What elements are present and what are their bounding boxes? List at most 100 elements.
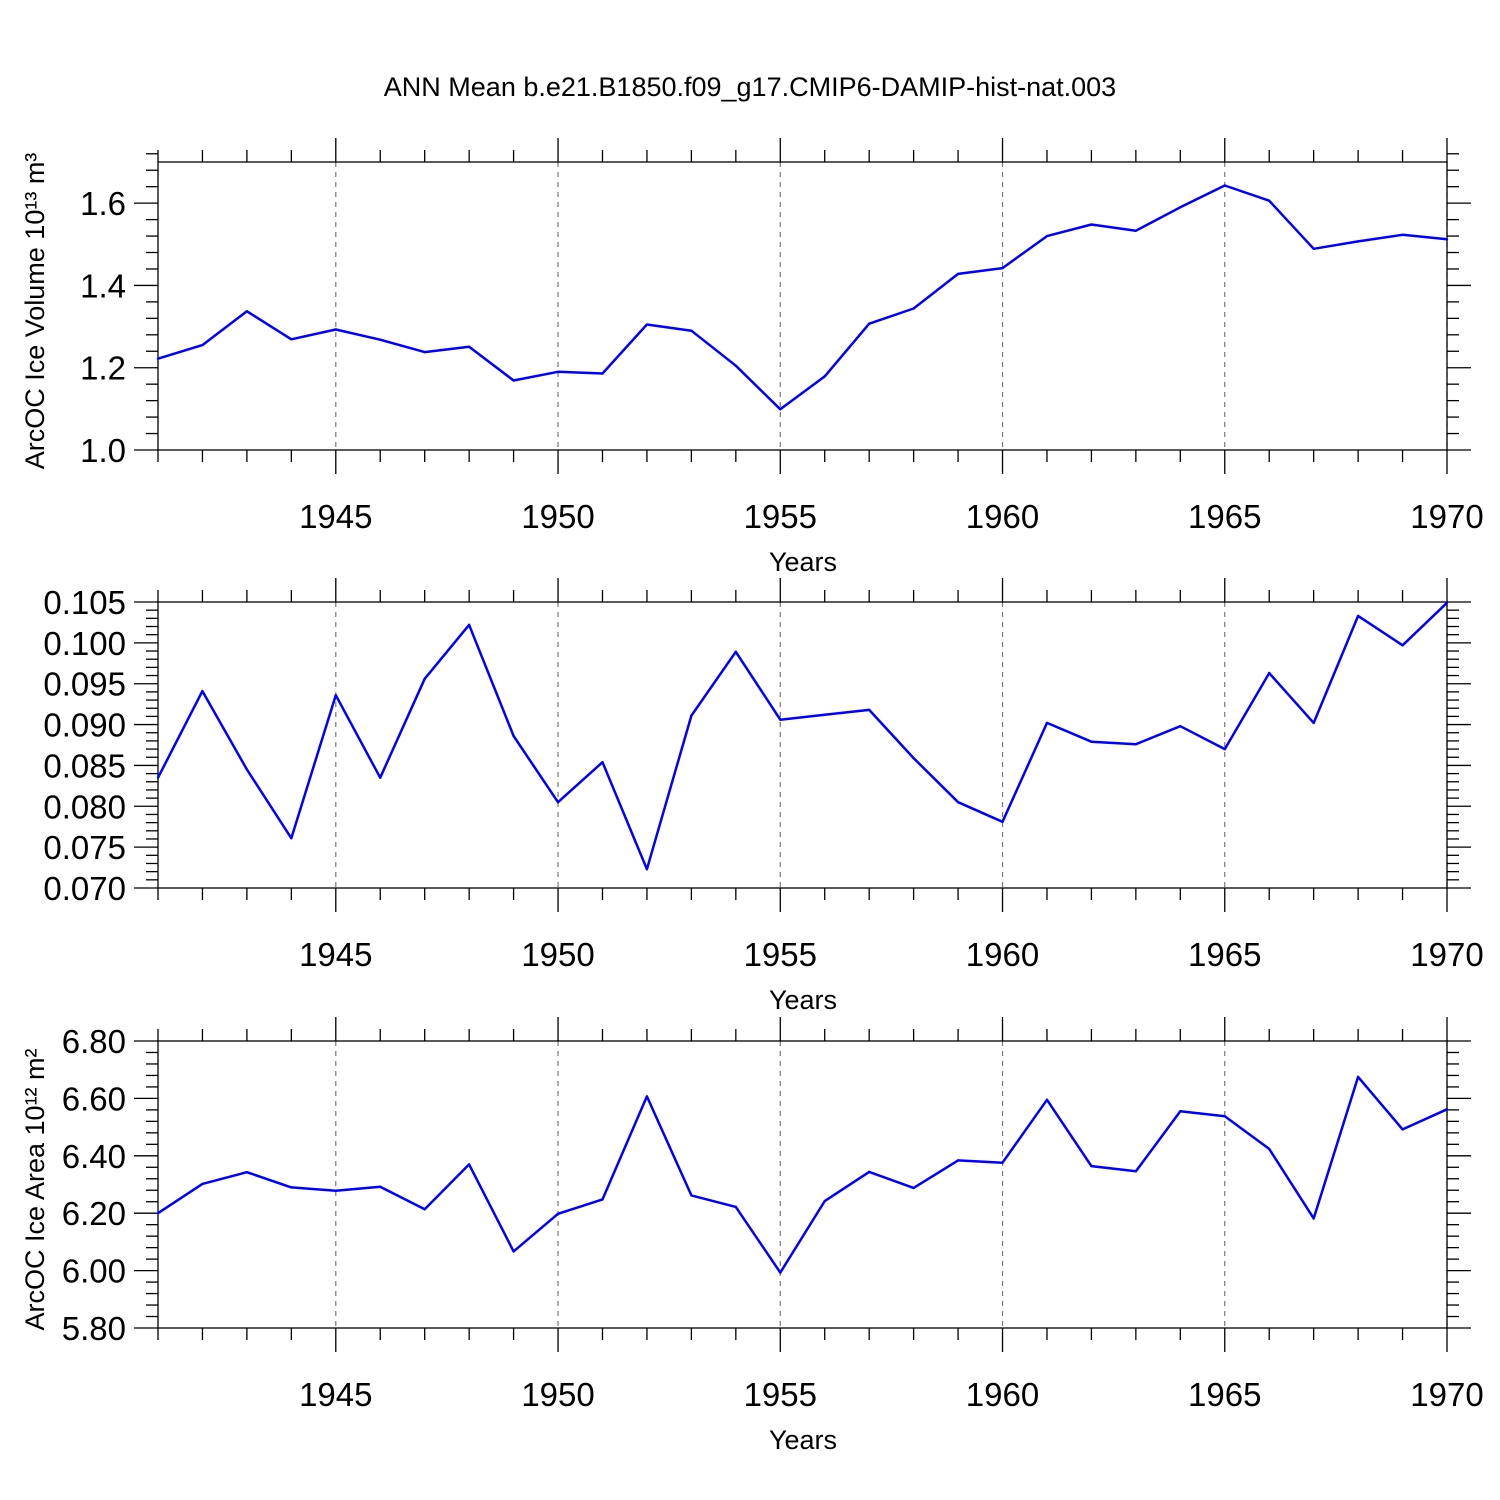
data-point [645,868,649,871]
panel-1: 1.0 1.2 1.4 1.6 1945 1950 1955 1960 1965 1970 Year… [20,138,1484,577]
y-tick-label: 6.80 [62,1023,126,1060]
data-point [779,718,782,721]
data-point [779,1271,782,1274]
data-point [823,1199,826,1203]
y-tick-label: 0.100 [43,625,126,662]
data-point [556,1212,560,1215]
y-tick-label: 0.105 [43,584,126,621]
data-point [512,1250,515,1253]
data-point [423,1207,426,1211]
data-point [290,338,293,341]
data-point [867,708,871,712]
y-tick-label: 0.090 [43,707,126,744]
x-tick-label: 1960 [966,498,1039,535]
x-tick-label: 1960 [966,936,1039,973]
data-point [956,801,960,804]
y-tick-label: 6.40 [62,1138,126,1175]
data-point [1045,1098,1049,1102]
y-tick-label: 0.080 [43,788,126,825]
x-tick-label: 1955 [744,498,817,535]
data-point [734,1205,738,1209]
data-point [423,350,426,354]
data-point [1134,742,1138,746]
data-point [1445,1108,1449,1111]
y-tick-label: 6.00 [62,1253,126,1290]
data-point [1401,233,1404,237]
data-point [512,379,515,382]
data-point [601,1198,604,1201]
x-tick-label: 1970 [1410,936,1483,973]
data-point [556,801,560,804]
data-point [734,650,738,654]
data-point [1090,740,1093,743]
plot-frame [157,601,1448,889]
data-point [379,776,382,779]
x-tick-label: 1965 [1188,1376,1261,1413]
data-point [1312,247,1315,251]
y-tick-label: 6.20 [62,1195,126,1232]
data-point [245,1170,249,1174]
plot-frame [157,1040,1448,1329]
data-point [1401,1128,1404,1131]
data-point [912,756,915,760]
data-point [334,693,337,697]
data-point [912,307,915,310]
data-point [956,1159,960,1162]
x-tick-label: 1945 [299,498,372,535]
data-point [201,1182,204,1186]
x-tick-label: 1965 [1188,498,1261,535]
data-point [1401,644,1404,647]
data-point [1356,1075,1360,1079]
data-point [1312,1217,1315,1220]
data-point [245,768,249,771]
data-point [867,1170,871,1174]
data-point [1356,240,1360,243]
data-point [1090,1164,1093,1168]
x-tick-label: 1960 [966,1376,1039,1413]
y-axis-label: ArcOC Ice Volume 10¹³ m³ [20,153,50,470]
data-point [1312,721,1315,725]
data-line [157,1075,1448,1274]
data-point [290,1186,293,1189]
data-point [1223,184,1226,187]
data-point [1268,671,1271,675]
data-point [1179,206,1182,209]
data-point [512,734,515,738]
data-point [379,1185,382,1188]
data-point [1001,266,1004,270]
data-point [912,1186,915,1190]
data-point [1134,1170,1138,1173]
y-tick-label: 0.070 [43,870,126,907]
data-point [1268,199,1271,202]
data-point [601,372,604,375]
y-tick-label: 1.0 [80,432,126,469]
y-tick-label: 0.085 [43,747,126,784]
data-point [334,328,337,331]
panel-3: 5.80 6.00 6.20 6.40 6.60 6.80 1945 1950 1955 1960… [20,1017,1484,1455]
data-point [467,345,471,348]
y-tick-label: 1.6 [80,185,126,222]
data-point [423,677,426,681]
x-tick-label: 1950 [521,498,594,535]
x-tick-label: 1970 [1410,498,1483,535]
x-tick-label: 1945 [299,936,372,973]
data-point [467,1163,471,1166]
x-axis-label: Years [769,985,837,1015]
data-point [823,375,826,378]
data-point [867,322,871,325]
data-point [645,323,649,326]
x-tick-label: 1945 [299,1376,372,1413]
x-tick-label: 1965 [1188,936,1261,973]
data-point [1223,1114,1226,1118]
y-tick-label: 0.075 [43,829,126,866]
y-axis-label: ArcOC Ice Area 10¹² m² [20,1048,50,1330]
x-tick-label: 1970 [1410,1376,1483,1413]
data-point [779,408,782,411]
data-point [556,370,560,374]
data-point [201,343,204,347]
data-point [1001,1161,1004,1164]
data-point [1356,614,1360,618]
x-axis-label: Years [769,547,837,577]
